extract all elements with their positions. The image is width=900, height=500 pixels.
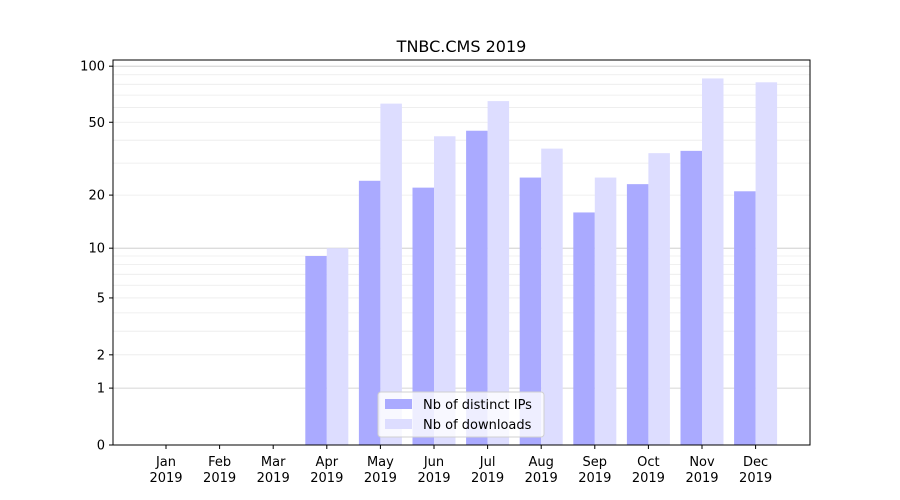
bar-distinct-ips	[573, 212, 595, 445]
x-tick-label: Sep	[583, 455, 608, 470]
y-tick-label: 100	[80, 60, 105, 75]
x-tick-label: 2019	[685, 471, 718, 486]
y-tick-label: 2	[97, 348, 105, 363]
x-tick-label: Jun	[423, 455, 444, 470]
y-tick-label: 10	[88, 242, 105, 257]
x-tick-label: Mar	[261, 455, 286, 470]
bar-distinct-ips	[466, 130, 488, 445]
bar-downloads	[755, 82, 778, 445]
y-tick-label: 5	[97, 291, 105, 306]
bar-distinct-ips	[305, 256, 327, 445]
y-tick-label: 0	[97, 439, 105, 454]
bar-downloads	[380, 103, 402, 445]
x-tick-label: 2019	[525, 471, 558, 486]
bar-downloads	[594, 177, 617, 445]
x-tick-label: 2019	[257, 471, 290, 486]
x-tick-label: 2019	[739, 471, 772, 486]
chart-title: TNBC.CMS 2019	[396, 37, 527, 56]
x-tick-label: Jan	[155, 455, 176, 470]
x-tick-label: 2019	[417, 471, 450, 486]
bar-distinct-ips	[519, 177, 542, 445]
x-tick-label: Jul	[479, 455, 496, 470]
x-tick-label: 2019	[310, 471, 343, 486]
y-tick-label: 20	[88, 189, 105, 204]
bar-distinct-ips	[358, 180, 381, 445]
x-tick-label: Aug	[529, 455, 554, 470]
x-tick-label: 2019	[364, 471, 397, 486]
bar-downloads	[326, 248, 349, 445]
x-tick-label: Oct	[637, 455, 659, 470]
x-tick-label: 2019	[149, 471, 182, 486]
legend-label: Nb of distinct IPs	[423, 398, 532, 413]
x-tick-label: 2019	[632, 471, 665, 486]
x-tick-label: Apr	[316, 455, 339, 470]
y-tick-label: 50	[88, 116, 105, 131]
bar-distinct-ips	[412, 187, 434, 446]
x-tick-label: 2019	[471, 471, 504, 486]
x-tick-label: Dec	[743, 455, 768, 470]
legend-swatch	[385, 399, 412, 409]
legend-box	[377, 391, 545, 438]
x-tick-label: Feb	[208, 455, 231, 470]
bar-distinct-ips	[734, 191, 756, 445]
bar-downloads	[541, 148, 563, 446]
legend: Nb of distinct IPs Nb of downloads	[377, 391, 545, 438]
bar-distinct-ips	[680, 150, 702, 445]
y-tick-label: 1	[97, 382, 105, 397]
bar-downloads	[648, 153, 670, 445]
x-tick-label: Nov	[689, 455, 715, 470]
bar-downloads	[702, 78, 724, 446]
legend-swatch	[385, 419, 412, 429]
x-tick-label: 2019	[203, 471, 236, 486]
x-tick-label: May	[367, 455, 394, 470]
bar-downloads	[487, 101, 510, 445]
legend-label: Nb of downloads	[423, 418, 532, 433]
bar-distinct-ips	[626, 184, 649, 445]
bar-downloads	[434, 136, 456, 445]
plot-frame	[112, 59, 811, 446]
x-tick-label: 2019	[578, 471, 611, 486]
